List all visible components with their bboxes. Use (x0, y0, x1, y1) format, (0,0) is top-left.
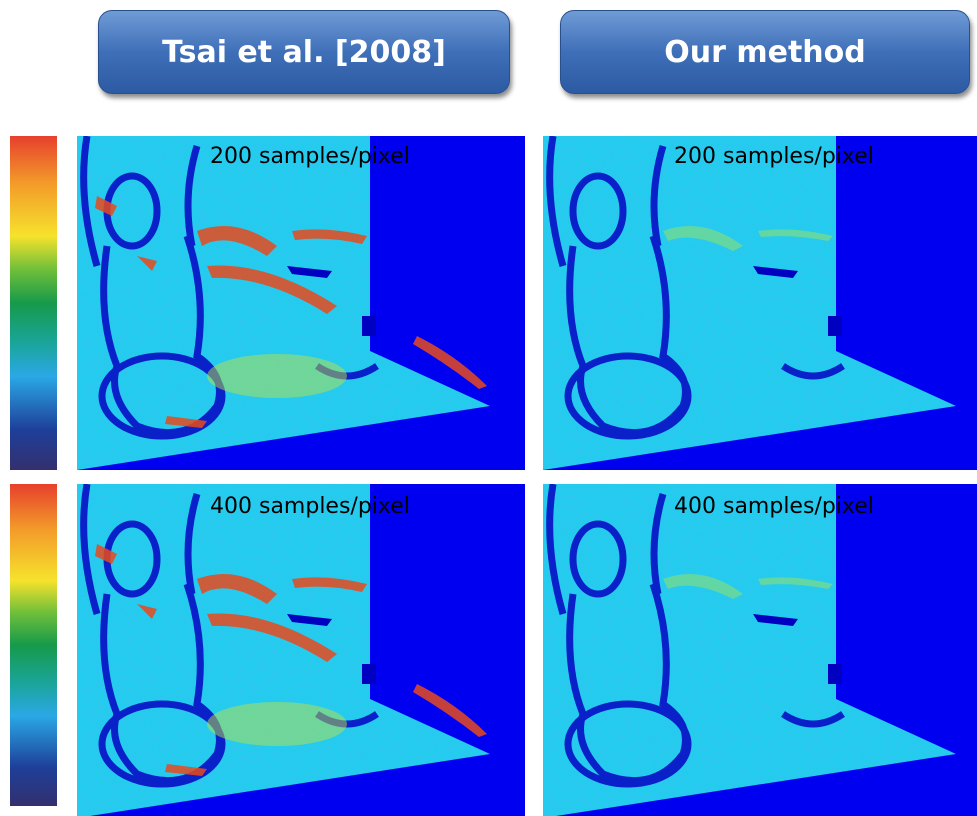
color-bar (10, 136, 57, 470)
column-header: Tsai et al. [2008] (98, 10, 510, 94)
heatmap-image (543, 484, 977, 816)
heatmap-image (77, 484, 525, 816)
heatmap-image (77, 136, 525, 470)
panel-caption: 400 samples/pixel (674, 494, 874, 519)
column-header: Our method (560, 10, 970, 94)
panel-caption: 200 samples/pixel (674, 144, 874, 169)
page: Tsai et al. [2008] Our method (0, 0, 977, 816)
heatmap-image (543, 136, 977, 470)
color-bar (10, 484, 57, 806)
panel-caption: 400 samples/pixel (210, 494, 410, 519)
panel-caption: 200 samples/pixel (210, 144, 410, 169)
